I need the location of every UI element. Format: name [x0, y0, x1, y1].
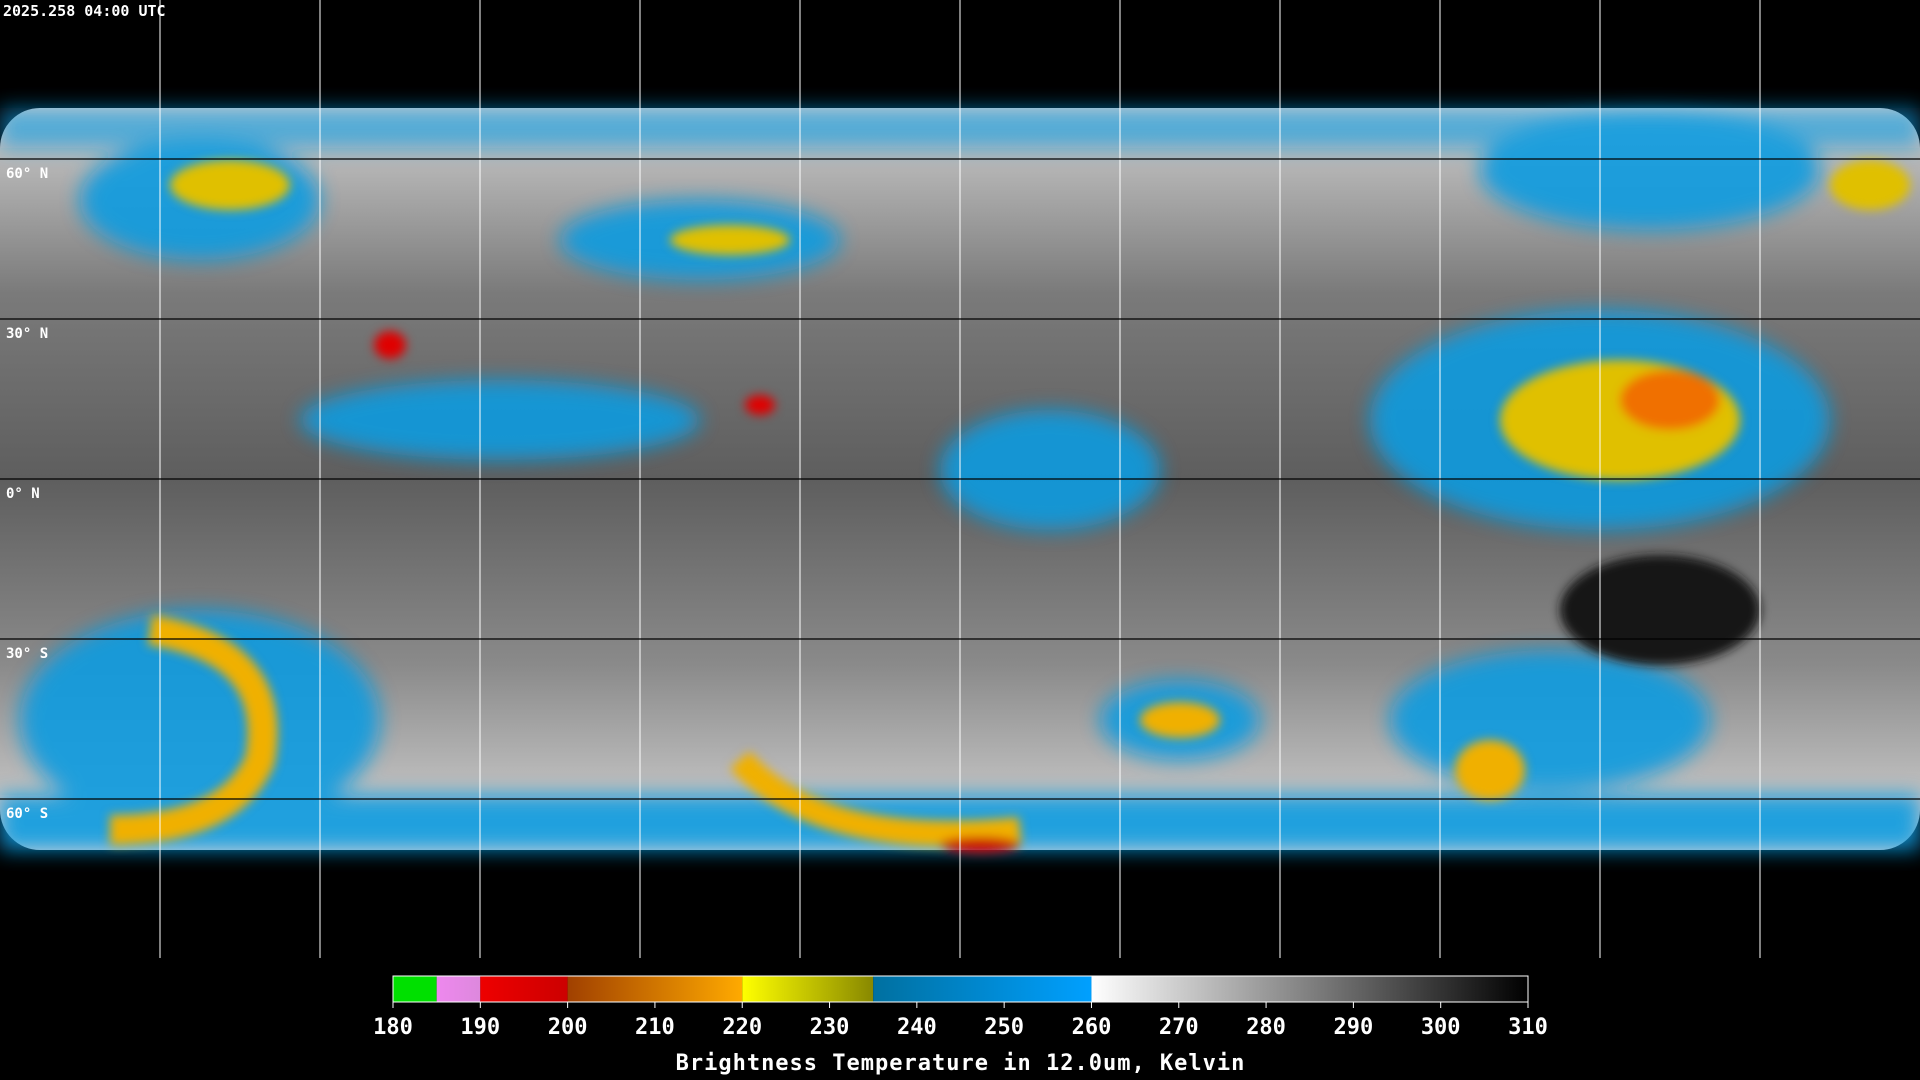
lat-label: 30° S: [6, 646, 48, 662]
colorbar-tick-label: 210: [635, 1015, 675, 1040]
colorbar-tick-label: 290: [1334, 1015, 1374, 1040]
lat-label: 60° S: [6, 806, 48, 822]
colorbar-tick-label: 240: [897, 1015, 937, 1040]
colorbar-tick-label: 220: [722, 1015, 762, 1040]
colorbar-frame: [392, 975, 1529, 1003]
colorbar-segment: [393, 976, 437, 1002]
graticule: 60° N 30° N 0° N 30° S 60° S: [6, 0, 1761, 958]
colorbar-segment: [436, 976, 481, 1002]
colorbar-segment: [480, 976, 568, 1002]
colorbar-segment: [873, 976, 1092, 1002]
lat-label: 60° N: [6, 166, 48, 182]
colorbar-tick-label: 270: [1159, 1015, 1199, 1040]
colorbar-segment: [567, 976, 743, 1002]
colorbar-tick-label: 280: [1246, 1015, 1286, 1040]
colorbar: 180 190 200 210 220 230 240 250 260 270 280 290 300 3…: [373, 975, 1548, 1076]
colorbar-tick-label: 310: [1508, 1015, 1548, 1040]
lat-label: 30° N: [6, 326, 48, 342]
colorbar-tick-label: 190: [460, 1015, 500, 1040]
colorbar-tick-label: 230: [810, 1015, 850, 1040]
lat-label: 0° N: [6, 486, 40, 502]
colorbar-tick-label: 200: [548, 1015, 588, 1040]
timestamp: 2025.258 04:00 UTC: [3, 2, 166, 20]
colorbar-segment: [742, 976, 874, 1002]
colorbar-tick-label: 300: [1421, 1015, 1461, 1040]
colorbar-segment: [1091, 976, 1528, 1002]
colorbar-tick-label: 250: [984, 1015, 1024, 1040]
colorbar-title: Brightness Temperature in 12.0um, Kelvin: [676, 1051, 1246, 1076]
colorbar-tick-label: 180: [373, 1015, 413, 1040]
colorbar-tick-label: 260: [1072, 1015, 1112, 1040]
